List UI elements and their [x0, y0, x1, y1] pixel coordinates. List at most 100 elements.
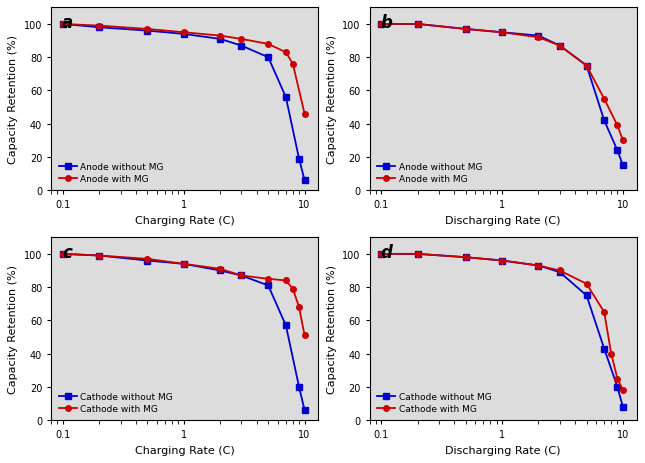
- Anode with MG: [535, 35, 542, 41]
- Cathode with MG: [180, 262, 188, 267]
- Cathode without MG: [237, 273, 245, 279]
- Anode without MG: [556, 44, 564, 49]
- Cathode without MG: [180, 262, 188, 267]
- Cathode without MG: [619, 404, 627, 410]
- Anode with MG: [282, 50, 290, 56]
- Cathode with MG: [498, 258, 506, 264]
- Line: Cathode without MG: Cathode without MG: [60, 251, 308, 413]
- Anode without MG: [582, 63, 590, 69]
- Anode without MG: [237, 44, 245, 49]
- Anode with MG: [216, 34, 224, 39]
- Cathode without MG: [282, 323, 290, 328]
- Cathode with MG: [95, 253, 103, 259]
- Anode with MG: [377, 22, 385, 28]
- Cathode with MG: [301, 333, 308, 338]
- Anode without MG: [301, 178, 308, 184]
- Cathode without MG: [556, 270, 564, 275]
- Text: d: d: [381, 243, 392, 261]
- Line: Anode with MG: Anode with MG: [379, 22, 626, 144]
- Anode without MG: [613, 148, 621, 154]
- Cathode without MG: [414, 251, 422, 257]
- Cathode without MG: [59, 251, 67, 257]
- Line: Cathode with MG: Cathode with MG: [379, 251, 626, 393]
- Cathode without MG: [613, 384, 621, 390]
- X-axis label: Charging Rate (C): Charging Rate (C): [135, 215, 235, 225]
- Legend: Anode without MG, Anode with MG: Anode without MG, Anode with MG: [374, 160, 485, 186]
- Cathode without MG: [295, 384, 303, 390]
- Legend: Cathode without MG, Cathode with MG: Cathode without MG, Cathode with MG: [56, 389, 175, 416]
- Anode with MG: [414, 22, 422, 28]
- Anode without MG: [295, 156, 303, 162]
- Anode with MG: [180, 31, 188, 36]
- Line: Anode without MG: Anode without MG: [379, 22, 626, 169]
- Anode without MG: [600, 119, 608, 124]
- Cathode without MG: [377, 251, 385, 257]
- Text: c: c: [62, 243, 72, 261]
- Line: Anode with MG: Anode with MG: [60, 22, 308, 117]
- Legend: Cathode without MG, Cathode with MG: Cathode without MG, Cathode with MG: [374, 389, 494, 416]
- Anode without MG: [498, 31, 506, 36]
- Anode without MG: [264, 55, 272, 61]
- Cathode with MG: [619, 388, 627, 393]
- Cathode without MG: [498, 258, 506, 264]
- Cathode with MG: [556, 268, 564, 274]
- Y-axis label: Capacity Retention (%): Capacity Retention (%): [326, 35, 337, 164]
- Y-axis label: Capacity Retention (%): Capacity Retention (%): [326, 264, 337, 393]
- Cathode with MG: [535, 263, 542, 269]
- Anode with MG: [95, 24, 103, 29]
- Cathode with MG: [295, 305, 303, 310]
- Cathode with MG: [462, 255, 470, 260]
- Cathode with MG: [582, 282, 590, 287]
- Anode with MG: [289, 62, 297, 68]
- Anode without MG: [414, 22, 422, 28]
- Cathode with MG: [264, 276, 272, 282]
- Anode with MG: [462, 27, 470, 33]
- Cathode with MG: [289, 287, 297, 292]
- Anode without MG: [59, 22, 67, 28]
- Cathode with MG: [237, 273, 245, 279]
- Line: Anode without MG: Anode without MG: [60, 22, 308, 183]
- Anode without MG: [144, 29, 152, 34]
- Cathode with MG: [608, 351, 615, 357]
- Anode with MG: [301, 112, 308, 117]
- Anode without MG: [462, 27, 470, 33]
- Anode without MG: [619, 163, 627, 169]
- Cathode with MG: [377, 251, 385, 257]
- Anode with MG: [144, 27, 152, 33]
- Text: a: a: [62, 14, 74, 32]
- Cathode without MG: [462, 255, 470, 260]
- Text: b: b: [381, 14, 392, 32]
- Cathode with MG: [282, 278, 290, 284]
- Anode with MG: [498, 31, 506, 36]
- Anode without MG: [535, 34, 542, 39]
- Anode with MG: [582, 63, 590, 69]
- X-axis label: Charging Rate (C): Charging Rate (C): [135, 444, 235, 455]
- Anode without MG: [282, 95, 290, 100]
- Line: Cathode with MG: Cathode with MG: [60, 251, 308, 338]
- Y-axis label: Capacity Retention (%): Capacity Retention (%): [8, 264, 18, 393]
- Legend: Anode without MG, Anode with MG: Anode without MG, Anode with MG: [56, 160, 166, 186]
- Cathode without MG: [535, 263, 542, 269]
- Cathode with MG: [600, 310, 608, 315]
- Cathode without MG: [144, 258, 152, 264]
- Cathode without MG: [216, 268, 224, 274]
- Cathode without MG: [582, 293, 590, 299]
- Anode with MG: [59, 22, 67, 28]
- Anode without MG: [95, 25, 103, 31]
- Cathode with MG: [59, 251, 67, 257]
- Cathode with MG: [144, 257, 152, 262]
- Cathode without MG: [301, 407, 308, 413]
- Cathode with MG: [613, 376, 621, 382]
- Anode without MG: [377, 22, 385, 28]
- Cathode with MG: [216, 267, 224, 272]
- Anode with MG: [619, 138, 627, 144]
- Anode without MG: [216, 37, 224, 43]
- X-axis label: Discharging Rate (C): Discharging Rate (C): [446, 444, 561, 455]
- Cathode without MG: [264, 283, 272, 288]
- Cathode without MG: [600, 346, 608, 351]
- X-axis label: Discharging Rate (C): Discharging Rate (C): [446, 215, 561, 225]
- Anode with MG: [556, 44, 564, 49]
- Anode without MG: [180, 32, 188, 38]
- Anode with MG: [600, 97, 608, 102]
- Anode with MG: [237, 37, 245, 43]
